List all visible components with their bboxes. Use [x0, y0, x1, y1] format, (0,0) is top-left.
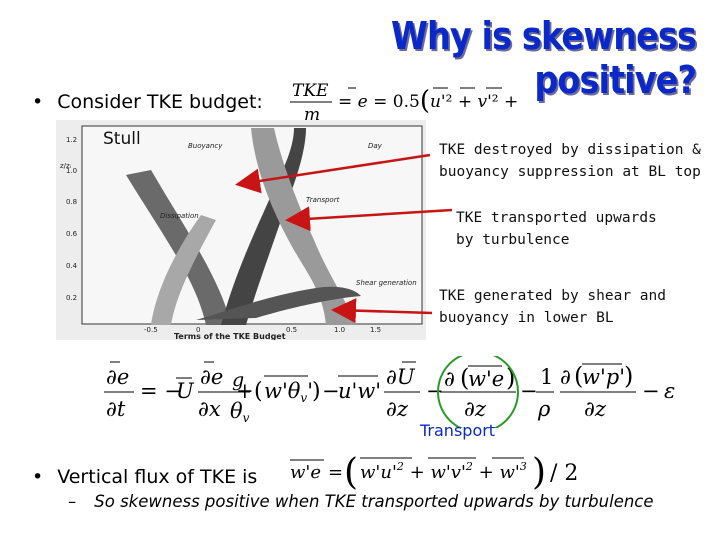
- svg-text:ε: ε: [664, 379, 675, 403]
- x-tick: 1.0: [334, 326, 345, 334]
- slide-title: Why is skewness positive?: [390, 14, 697, 102]
- y-tick: 0.8: [66, 198, 77, 206]
- svg-text:w'e: w'e: [468, 367, 504, 391]
- annotation-line: TKE transported upwards: [456, 210, 657, 226]
- tke-definition-equation: TKE m = e = 0.5(u'² + v'² + w'²): [290, 81, 518, 125]
- svg-text:∂: ∂: [444, 367, 455, 391]
- svg-text:∂e: ∂e: [200, 365, 223, 389]
- label-dissipation: Dissipation: [160, 212, 199, 220]
- svg-text:w'p': w'p': [582, 365, 625, 389]
- svg-text:g: g: [232, 369, 244, 391]
- svg-text:∂z: ∂z: [386, 397, 409, 421]
- label-buoyancy: Buoyancy: [188, 142, 223, 150]
- annotation-line: TKE destroyed by dissipation &: [439, 142, 701, 158]
- label-transport: Transport: [306, 196, 340, 204]
- y-axis-label: z/zᵢ: [60, 162, 71, 170]
- svg-text:w'u'2 + w'v'2 + w'3: w'u'2 + w'v'2 + w'3: [360, 460, 527, 483]
- svg-text:(: (: [574, 362, 583, 390]
- y-tick: 1.0: [66, 167, 77, 175]
- x-tick: 1.5: [370, 326, 381, 334]
- annotation-line: by turbulence: [456, 232, 570, 248]
- sub-bullet-skewness: – So skewness positive when TKE transport…: [68, 492, 654, 511]
- bullet-tke-budget-text: Consider TKE budget:: [57, 91, 263, 113]
- tke-budget-equation: ∂e∂t = −U ∂e∂x + g θv ( w'θv' ) − u'w' ∂…: [104, 356, 554, 428]
- svg-text:(: (: [460, 364, 469, 392]
- transport-lower-curve: [151, 215, 216, 325]
- y-tick: 0.4: [66, 262, 78, 270]
- annotation-destroyed: TKE destroyed by dissipation & buoyancy …: [439, 139, 701, 183]
- annotation-line: buoyancy suppression at BL top: [439, 164, 701, 180]
- annotation-line: TKE generated by shear and: [439, 288, 666, 304]
- arrow-transported: [285, 206, 453, 232]
- svg-text:w'θv': w'θv': [264, 379, 313, 405]
- svg-text:∂x: ∂x: [198, 397, 221, 421]
- tke-budget-figure: z/zᵢ 1.2 1.0 0.8 0.6 0.4 0.2 Buoyancy Da…: [56, 120, 426, 340]
- annotation-transported: TKE transported upwards by turbulence: [456, 207, 657, 251]
- svg-text:U: U: [176, 379, 195, 403]
- svg-text:ρ: ρ: [537, 397, 551, 421]
- svg-text:/ 2: / 2: [550, 461, 578, 486]
- bullet-tke-budget: • Consider TKE budget:: [32, 91, 263, 113]
- bullet-dot-icon: •: [32, 466, 44, 488]
- arrow-destroyed: [235, 153, 431, 194]
- tke-budget-equation-tail: ∂ (w'p') ∂z −: [560, 362, 660, 421]
- y-tick: 0.6: [66, 230, 78, 238]
- svg-text:u'w': u'w': [338, 379, 381, 403]
- dissipation-term: ε: [664, 379, 675, 403]
- eq-tke-numerator: TKE: [292, 81, 329, 101]
- transport-circle-icon: [437, 356, 519, 428]
- x-axis-label: Terms of the TKE Budget: [174, 332, 286, 340]
- label-shear: Shear generation: [356, 279, 417, 287]
- svg-text:+: +: [236, 379, 254, 403]
- annotation-generated: TKE generated by shear and buoyancy in l…: [439, 285, 666, 329]
- arrow-generated: [331, 298, 433, 324]
- svg-text:∂U: ∂U: [386, 365, 416, 389]
- shear-curve: [196, 286, 361, 320]
- svg-text:): ): [532, 452, 546, 493]
- sub-bullet-text: So skewness positive when TKE transporte…: [94, 492, 654, 511]
- stull-label: Stull: [103, 129, 141, 149]
- label-day: Day: [368, 142, 383, 150]
- transport-label: Transport: [420, 421, 496, 440]
- svg-text:w'e: w'e: [290, 462, 321, 483]
- svg-text:∂e: ∂e: [106, 365, 129, 389]
- svg-text:∂z: ∂z: [584, 397, 607, 421]
- x-tick: 0.5: [286, 326, 297, 334]
- annotation-line: buoyancy in lower BL: [439, 310, 614, 326]
- x-tick: 0: [196, 326, 200, 334]
- svg-text:1: 1: [540, 365, 553, 389]
- sub-bullet-dash: –: [68, 492, 77, 511]
- y-tick: 0.2: [66, 294, 77, 302]
- svg-text:=: =: [328, 462, 343, 483]
- bullet-vertical-flux: • Vertical flux of TKE is: [32, 466, 257, 488]
- svg-text:): ): [506, 364, 515, 392]
- svg-text:−: −: [520, 379, 538, 403]
- svg-text:(: (: [344, 452, 358, 493]
- svg-text:∂t: ∂t: [106, 397, 126, 421]
- svg-text:∂z: ∂z: [464, 397, 487, 421]
- y-tick: 1.2: [66, 136, 77, 144]
- svg-text:−: −: [322, 379, 340, 403]
- bullet-vertical-flux-text: Vertical flux of TKE is: [57, 466, 258, 488]
- svg-text:∂: ∂: [560, 365, 571, 389]
- x-tick: -0.5: [144, 326, 158, 334]
- svg-text:): ): [312, 379, 321, 404]
- svg-text:−: −: [642, 379, 660, 403]
- svg-text:): ): [624, 362, 633, 390]
- svg-text:(: (: [254, 379, 263, 404]
- svg-text:−: −: [426, 379, 444, 403]
- dissipation-curve: [126, 170, 231, 325]
- svg-text:= −: = −: [140, 379, 182, 403]
- bullet-dot-icon: •: [32, 91, 44, 113]
- tke-flux-equation: w'e = ( w'u'2 + w'v'2 + w'3 ) / 2: [290, 452, 578, 493]
